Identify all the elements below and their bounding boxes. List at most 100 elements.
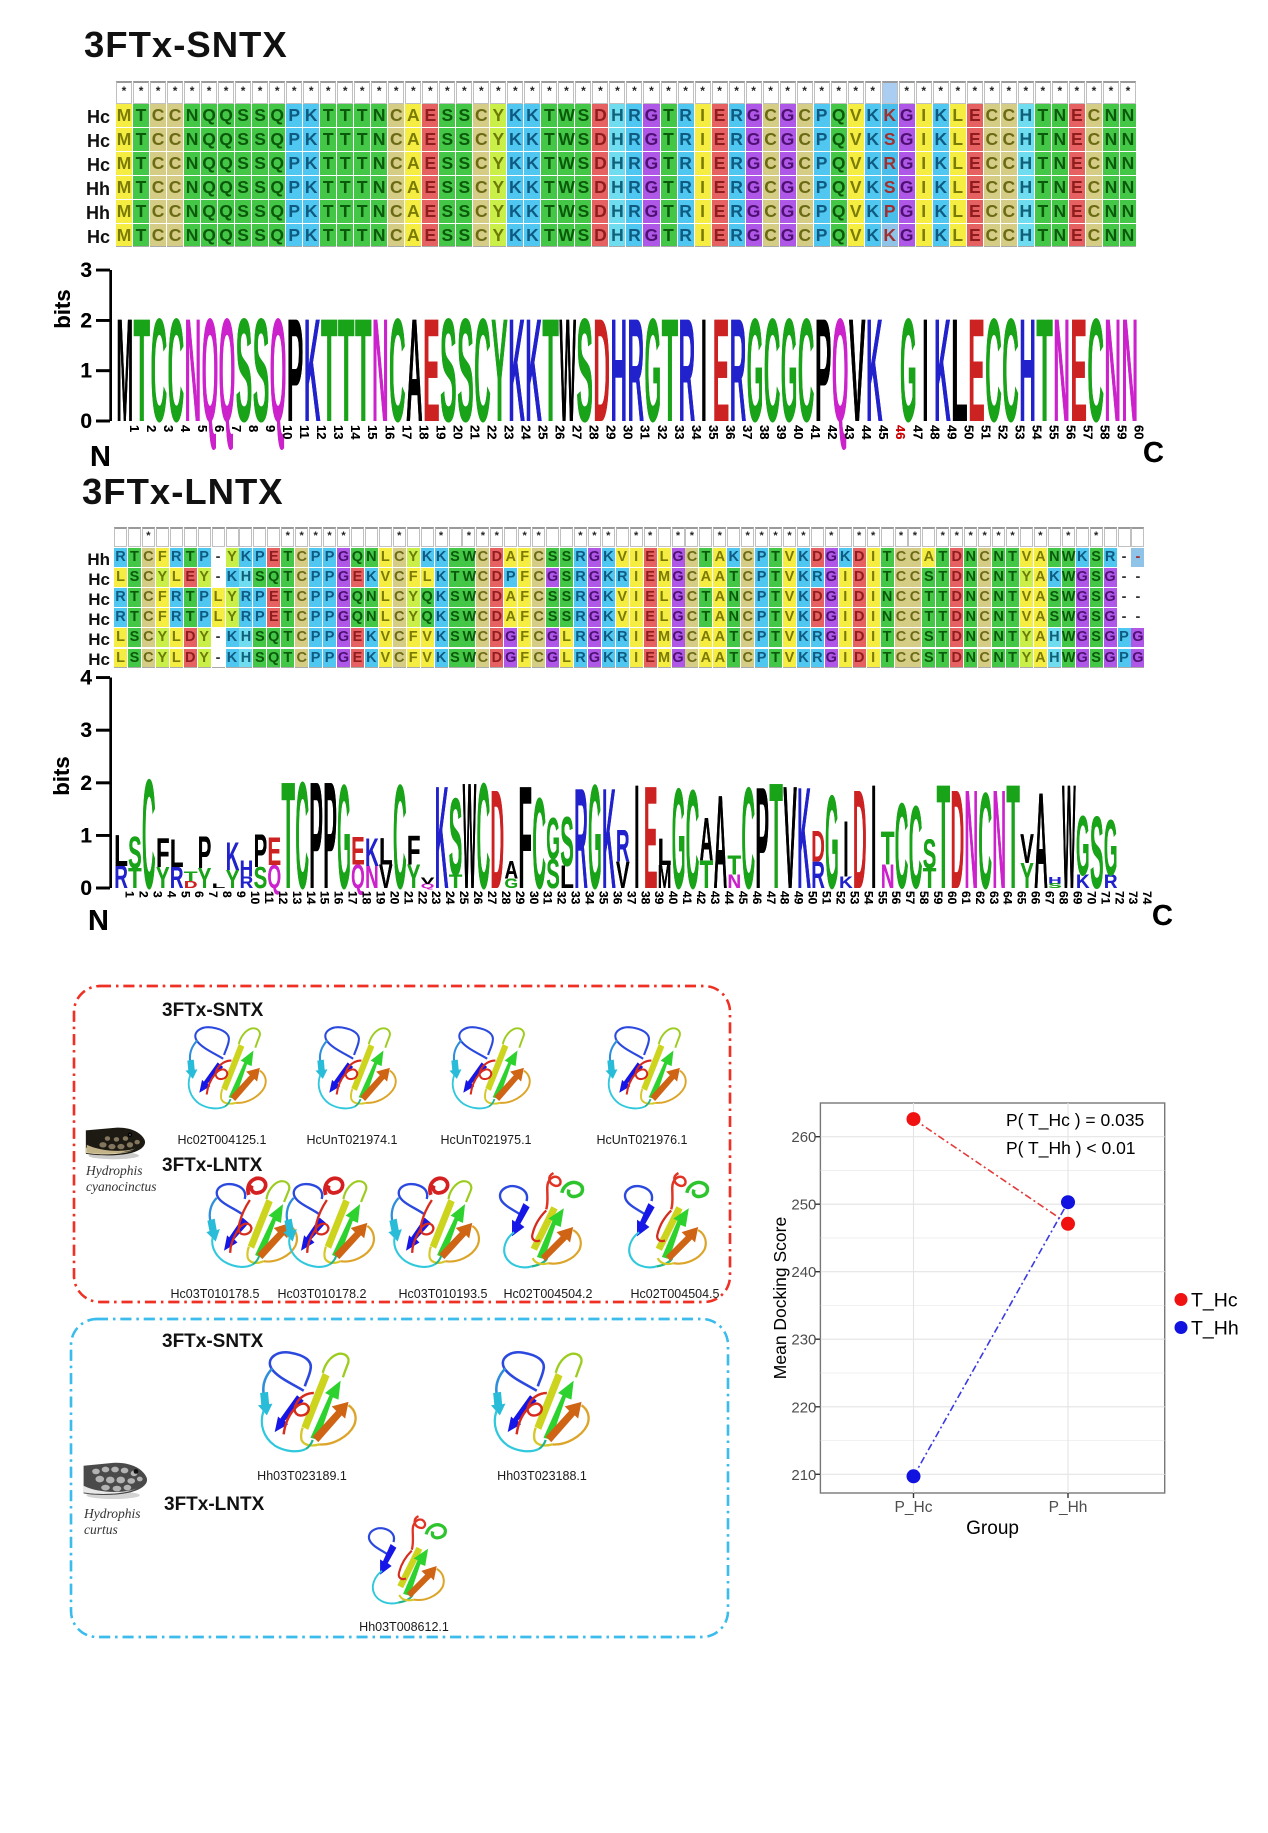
svg-text:42: 42	[825, 425, 840, 439]
svg-text:C: C	[1143, 437, 1164, 469]
svg-text:49: 49	[944, 425, 959, 439]
svg-text:K: K	[304, 290, 321, 454]
svg-text:A: A	[505, 856, 519, 884]
svg-text:R: R	[574, 758, 588, 919]
svg-text:10: 10	[248, 891, 262, 905]
svg-text:P: P	[254, 824, 268, 878]
svg-text:45: 45	[876, 425, 891, 439]
svg-text:35: 35	[706, 425, 721, 439]
svg-text:G: G	[588, 755, 602, 921]
svg-text:K: K	[797, 756, 811, 919]
svg-text:A: A	[700, 805, 714, 874]
svg-text:K: K	[839, 873, 853, 892]
svg-text:9: 9	[234, 891, 248, 898]
svg-text:N: N	[372, 290, 389, 454]
svg-text:S: S	[254, 862, 268, 896]
svg-text:33: 33	[569, 891, 583, 905]
svg-text:T: T	[1036, 290, 1053, 454]
svg-text:T: T	[881, 821, 895, 875]
svg-text:N: N	[881, 857, 895, 895]
svg-text:N: N	[965, 762, 979, 919]
svg-text:N: N	[1053, 290, 1070, 454]
svg-text:3: 3	[161, 425, 176, 432]
svg-text:1: 1	[127, 425, 142, 432]
svg-text:T: T	[542, 290, 559, 454]
svg-text:D: D	[951, 762, 965, 919]
svg-text:13: 13	[290, 891, 304, 905]
svg-text:Mean Docking Score: Mean Docking Score	[770, 1217, 790, 1379]
svg-text:Q: Q	[270, 290, 287, 454]
svg-text:51: 51	[820, 891, 834, 905]
svg-text:A: A	[406, 290, 423, 454]
svg-text:11: 11	[297, 425, 312, 439]
svg-text:27: 27	[570, 425, 585, 439]
svg-text:T: T	[355, 290, 372, 454]
svg-text:210: 210	[791, 1467, 816, 1484]
svg-text:T: T	[281, 752, 295, 922]
svg-text:58: 58	[917, 891, 931, 905]
svg-text:G: G	[825, 769, 839, 917]
svg-text:2: 2	[80, 309, 92, 332]
svg-text:L: L	[951, 290, 968, 454]
svg-text:K: K	[508, 290, 525, 454]
svg-text:30: 30	[527, 891, 541, 905]
svg-text:59: 59	[1115, 425, 1130, 439]
svg-text:2: 2	[80, 772, 92, 795]
svg-text:38: 38	[638, 891, 652, 905]
svg-text:S: S	[560, 802, 574, 881]
svg-text:P: P	[287, 290, 304, 454]
svg-text:38: 38	[757, 425, 772, 439]
svg-text:C: C	[1152, 900, 1173, 932]
svg-text:58: 58	[1098, 425, 1113, 439]
svg-text:Y: Y	[407, 857, 421, 895]
svg-text:T: T	[184, 869, 198, 885]
svg-text:26: 26	[471, 891, 485, 905]
svg-text:C: C	[985, 290, 1002, 454]
svg-text:57: 57	[1081, 425, 1096, 439]
svg-text:71: 71	[1098, 891, 1112, 905]
svg-text:Y: Y	[491, 290, 508, 454]
svg-text:50: 50	[806, 891, 820, 905]
svg-text:P: P	[755, 756, 769, 919]
svg-text:33: 33	[672, 425, 687, 439]
svg-text:62: 62	[973, 891, 987, 905]
svg-text:P: P	[309, 752, 323, 922]
svg-text:39: 39	[652, 891, 666, 905]
svg-text:45: 45	[876, 425, 891, 439]
svg-text:S: S	[449, 774, 463, 898]
svg-text:17: 17	[346, 891, 360, 905]
svg-text:15: 15	[318, 891, 332, 905]
svg-text:43: 43	[842, 425, 857, 439]
svg-text:36: 36	[610, 891, 624, 905]
svg-text:C: C	[798, 290, 815, 454]
svg-text:16: 16	[332, 891, 346, 905]
svg-text:V: V	[421, 876, 435, 886]
svg-text:61: 61	[959, 891, 973, 905]
svg-text:V: V	[421, 876, 435, 886]
svg-text:R: R	[811, 855, 825, 897]
svg-text:31: 31	[638, 425, 653, 439]
svg-text:Y: Y	[1020, 857, 1034, 897]
svg-text:38: 38	[638, 891, 652, 905]
svg-text:30: 30	[621, 425, 636, 439]
svg-text:E: E	[968, 290, 985, 454]
svg-text:Q: Q	[832, 290, 849, 454]
svg-text:N: N	[1104, 290, 1121, 454]
svg-text:G: G	[337, 755, 351, 921]
svg-text:R: R	[1104, 872, 1118, 893]
svg-text:59: 59	[931, 891, 945, 905]
svg-text:F: F	[518, 758, 532, 921]
svg-text:C: C	[798, 290, 815, 454]
svg-text:39: 39	[774, 425, 789, 439]
svg-text:3: 3	[161, 425, 176, 432]
svg-text:1: 1	[80, 360, 92, 383]
svg-text:N: N	[185, 290, 202, 454]
svg-text:65: 65	[1015, 891, 1029, 905]
svg-text:K: K	[508, 290, 525, 454]
svg-text:52: 52	[834, 891, 848, 905]
svg-text:G: G	[825, 769, 839, 917]
svg-text:41: 41	[808, 425, 823, 439]
svg-text:28: 28	[499, 891, 513, 905]
svg-text:48: 48	[778, 891, 792, 905]
svg-text:S: S	[128, 828, 142, 879]
